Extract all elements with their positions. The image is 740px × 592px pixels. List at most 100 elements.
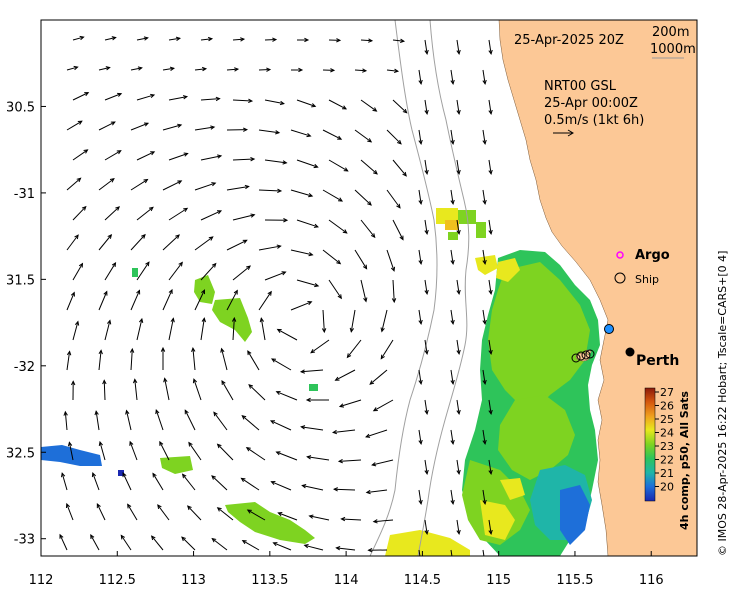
current-arrow	[456, 159, 461, 175]
current-arrow	[418, 129, 423, 145]
current-arrow	[211, 537, 228, 551]
current-arrow	[354, 249, 368, 270]
current-arrow	[380, 309, 388, 333]
current-arrow	[450, 429, 455, 445]
current-arrow	[360, 99, 378, 112]
current-arrow	[132, 378, 138, 401]
current-arrow	[98, 66, 111, 71]
current-arrow	[340, 516, 362, 522]
current-arrow	[335, 546, 356, 551]
current-arrow	[369, 369, 388, 385]
y-tick-label: 31.5	[6, 273, 35, 288]
current-arrow	[130, 122, 150, 131]
y-tick-label: -31	[14, 187, 35, 202]
scale-arrow	[553, 129, 574, 137]
y-tick-label: -32	[14, 360, 35, 375]
current-arrow	[104, 150, 122, 161]
current-arrow	[162, 66, 176, 71]
x-tick-label: 115.5	[556, 573, 593, 588]
current-arrow	[334, 369, 356, 381]
current-arrow	[371, 459, 394, 467]
current-arrow	[450, 129, 455, 145]
current-arrow	[129, 440, 138, 461]
current-arrow	[66, 234, 79, 251]
current-arrow	[136, 261, 150, 281]
current-arrow	[98, 233, 113, 251]
current-arrow	[232, 265, 251, 281]
current-arrow	[168, 152, 189, 161]
current-arrow	[186, 505, 202, 521]
current-arrow	[226, 289, 238, 311]
current-arrow	[200, 154, 223, 161]
current-arrow	[104, 206, 121, 221]
current-arrow	[456, 399, 461, 415]
current-arrow	[290, 67, 304, 73]
current-arrow	[300, 425, 324, 431]
colorbar-tick-label: 22	[660, 454, 674, 467]
current-arrow	[247, 350, 260, 371]
current-arrow	[104, 36, 117, 41]
current-arrow	[130, 66, 143, 71]
current-arrow	[424, 399, 429, 415]
ship-legend-marker	[614, 272, 626, 284]
current-arrow	[258, 67, 272, 72]
current-arrow	[232, 213, 256, 221]
current-arrow	[488, 99, 493, 115]
current-arrow	[231, 316, 237, 341]
y-tick-label: 30.5	[6, 100, 35, 115]
current-arrow	[386, 189, 401, 209]
current-arrow	[424, 459, 429, 475]
colorbar	[644, 387, 656, 502]
current-arrow	[488, 339, 493, 355]
current-arrow	[211, 475, 228, 491]
current-arrow	[98, 121, 116, 131]
current-arrow	[328, 219, 348, 234]
current-arrow	[94, 410, 100, 431]
current-arrow	[168, 207, 189, 221]
current-arrow	[72, 149, 89, 161]
current-arrow	[188, 441, 202, 461]
colorbar-title: 4h comp, p50, All Sats	[678, 391, 691, 530]
current-arrow	[301, 484, 324, 491]
current-arrow	[392, 159, 407, 177]
current-arrow	[482, 549, 485, 556]
current-arrow	[136, 93, 156, 101]
current-arrow	[264, 99, 285, 106]
current-arrow	[418, 549, 421, 556]
current-arrow	[120, 534, 132, 551]
current-arrow	[277, 512, 298, 521]
current-arrow	[104, 261, 117, 281]
current-arrow	[59, 533, 68, 551]
current-arrow	[488, 459, 493, 475]
current-arrow	[72, 320, 80, 341]
current-arrow	[328, 38, 342, 43]
current-arrow	[299, 369, 324, 374]
colorbar-tick-label: 24	[660, 427, 674, 440]
current-arrow	[482, 429, 487, 445]
current-arrow	[275, 390, 298, 401]
current-arrow	[264, 37, 278, 42]
current-arrow	[130, 233, 146, 251]
current-arrow	[226, 239, 248, 251]
current-arrow	[181, 536, 196, 551]
current-arrow	[332, 487, 356, 492]
current-arrow	[127, 503, 138, 521]
current-arrow	[305, 397, 330, 403]
current-arrow	[181, 473, 196, 491]
current-arrow	[456, 459, 461, 475]
current-arrow	[322, 129, 343, 140]
current-arrow	[367, 547, 388, 553]
current-arrow	[488, 519, 493, 535]
current-arrow	[216, 443, 234, 461]
current-arrow	[418, 429, 423, 445]
current-arrow	[270, 480, 292, 491]
current-arrow	[290, 301, 313, 311]
current-vectors	[59, 35, 493, 556]
current-arrow	[418, 69, 423, 85]
current-arrow	[482, 69, 487, 85]
current-arrow	[162, 123, 183, 131]
current-arrow	[162, 180, 183, 191]
current-arrow	[160, 346, 166, 371]
